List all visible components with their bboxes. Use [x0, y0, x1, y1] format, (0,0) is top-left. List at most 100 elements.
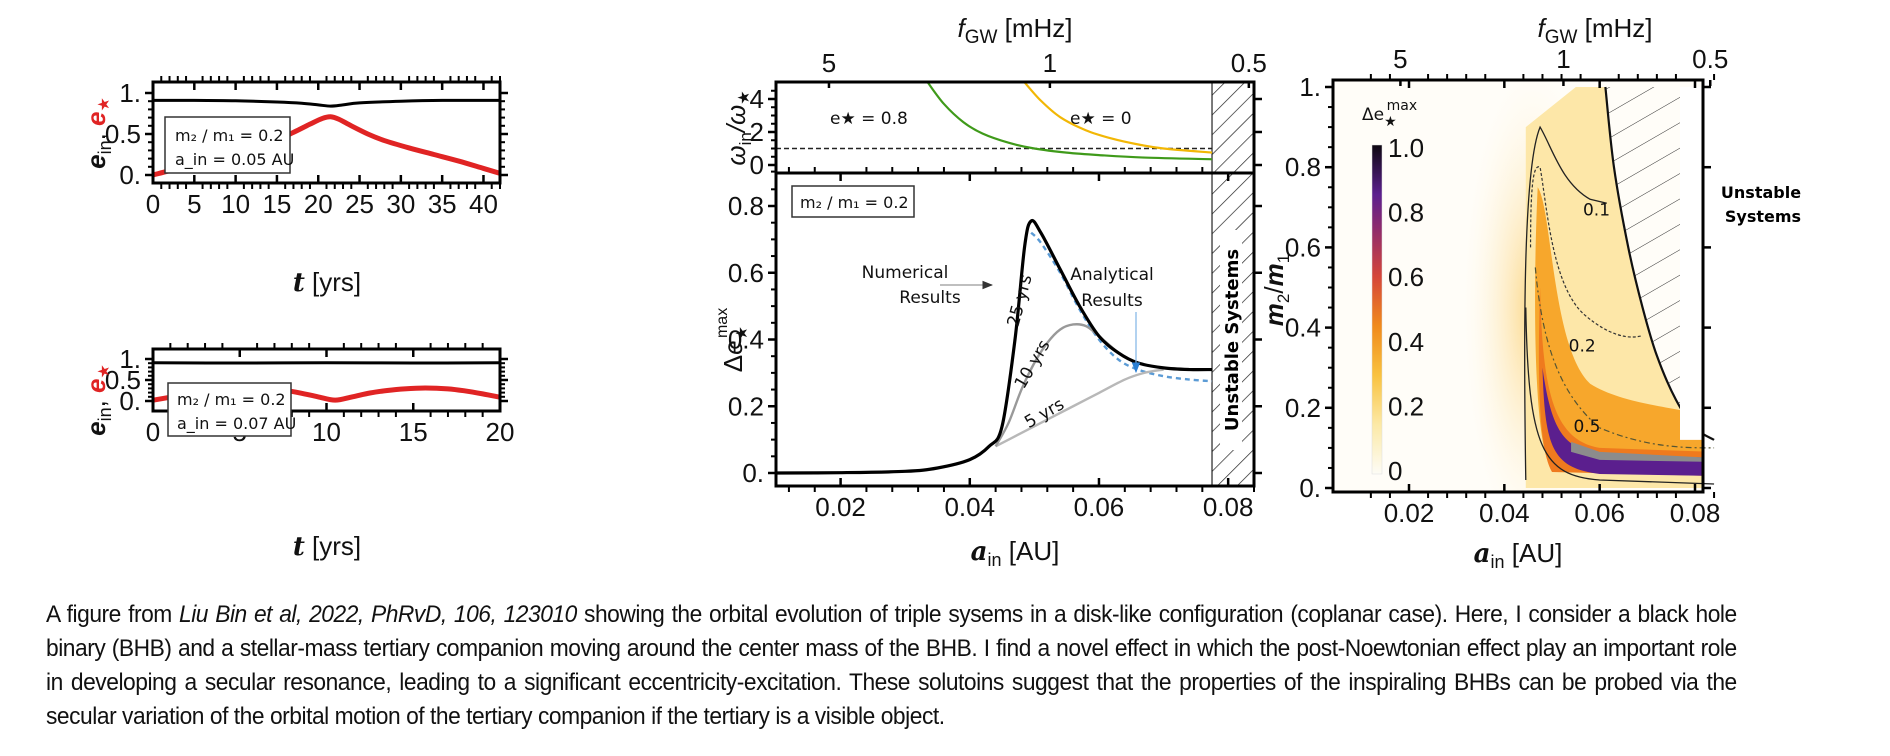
y-tick-label: 0.2 [728, 391, 764, 421]
annotation-mass-ratio: m₂ / m₁ = 0.2 [177, 390, 286, 409]
label-e-star-0: e★ = 0 [1070, 109, 1132, 129]
y-tick-label: 0.6 [1285, 232, 1321, 262]
colorbar [1371, 144, 1383, 475]
x-tick-label: 0 [146, 189, 160, 219]
label-analytical-line1: Analytical [1070, 265, 1153, 285]
colorbar-tick-label: 0.2 [1388, 391, 1424, 421]
contour-label-0.5: 0.5 [1573, 417, 1600, 437]
y-tick-label: 0.4 [728, 325, 764, 355]
y-tick-label: 0.5 [105, 119, 141, 149]
x-tick-label: 0.06 [1574, 498, 1625, 528]
panel-b-bottom-max-eccentricity: Unstable Systems 0.02 0.04 0.06 0.08 0. 0.2 0.4… [714, 167, 1262, 570]
label-10-yrs: 10 yrs [1011, 336, 1055, 392]
label-analytical-line2: Results [1081, 291, 1143, 311]
unstable-label-line2: Systems [1725, 207, 1801, 226]
series-line-e-0 [1023, 82, 1213, 154]
top-tick-label: 0.5 [1231, 48, 1267, 78]
unstable-systems-label: Unstable Systems [1222, 249, 1243, 431]
x-tick-label: 0 [146, 417, 160, 447]
plot-frame [774, 171, 1256, 488]
contour-0.1 [1524, 125, 1607, 480]
annotation-semimajor-axis: a_in = 0.05 AU [175, 150, 294, 170]
contour-0.2 [1529, 166, 1643, 338]
heatmap-unresolved-region [1571, 441, 1703, 462]
plot-frame [1331, 78, 1705, 494]
contour-0.1-lower [1525, 307, 1715, 485]
top-tick-label: 5 [1393, 44, 1407, 74]
unstable-label-line1: Unstable [1721, 183, 1801, 202]
colorbar-tick-label: 0.4 [1388, 327, 1424, 357]
x-tick-label: 35 [428, 189, 457, 219]
series-line-5-yrs [995, 368, 1164, 448]
x-tick-label: 10 [312, 417, 341, 447]
y-tick-label: 0. [742, 458, 764, 488]
top-tick-label: 1 [1556, 44, 1570, 74]
x-tick-label: 0.02 [1384, 498, 1435, 528]
label-numerical-line1: Numerical [862, 263, 949, 283]
top-axis-title: fGW [mHz] [957, 13, 1072, 48]
annotation-box [164, 116, 291, 174]
y-tick-label: 0.8 [1285, 152, 1321, 182]
y-tick-label: 0. [119, 386, 141, 416]
contour-0.5 [1534, 267, 1715, 449]
x-tick-label: 0.08 [1203, 492, 1254, 522]
hatch-right-gap [1680, 87, 1702, 440]
x-tick-label: 25 [345, 189, 374, 219]
x-tick-label: 30 [386, 189, 415, 219]
unstable-region-hatch [1605, 87, 1703, 433]
y-axis-title: m2/m1 [1259, 254, 1293, 326]
y-tick-label: 0. [119, 160, 141, 190]
y-tick-label: 1. [119, 344, 141, 374]
label-e-star-0.8: e★ = 0.8 [830, 109, 908, 129]
annotation-mass-ratio: m₂ / m₁ = 0.2 [800, 193, 909, 212]
colorbar-tick-label: 0.6 [1388, 262, 1424, 292]
y-tick-label: 0.8 [728, 191, 764, 221]
x-tick-label: 0.06 [1074, 492, 1125, 522]
colorbar-tick-label: 0 [1388, 456, 1402, 486]
annotation-semimajor-axis: a_in = 0.07 AU [177, 414, 296, 434]
x-tick-label: 20 [486, 417, 515, 447]
top-axis-title: fGW [mHz] [1537, 13, 1652, 48]
x-tick-label: 5 [187, 189, 201, 219]
contour-label-0.1: 0.1 [1583, 200, 1610, 220]
annotation-mass-ratio: m₂ / m₁ = 0.2 [175, 126, 284, 145]
y-tick-label: 0.5 [105, 365, 141, 395]
top-tick-label: 5 [822, 48, 836, 78]
x-axis-title: t [yrs] [293, 531, 361, 562]
colorbar-tick-label: 1.0 [1388, 133, 1424, 163]
x-tick-label: 0.04 [944, 492, 995, 522]
panel-a-top-eccentricity-evolution: 0 5 10 15 20 25 30 35 40 0. 0.5 1. t [yrs] ein, e★ m₂ … [81, 76, 508, 298]
unstable-region-hatch [1211, 81, 1255, 174]
series-line-e-in [152, 98, 500, 108]
annotation-box [791, 185, 915, 218]
caption-citation: Liu Bin et al, 2022, PhRvD, 106, 123010 [179, 601, 577, 628]
y-axis-title: Δe★max [714, 308, 751, 372]
x-axis-title: t [yrs] [293, 267, 361, 298]
top-tick-label: 1 [1043, 48, 1057, 78]
caption-prefix: A figure from [46, 601, 180, 628]
series-line-e-0-8 [926, 82, 1213, 161]
panel-a-bottom-eccentricity-evolution: 051015200.0.51.t [yrs]ein, e★m₂ / m₁ = 0… [81, 343, 514, 562]
x-tick-label: 10 [221, 189, 250, 219]
heatmap-high-region [1535, 187, 1703, 468]
series-line-numerical-results-25-yrs- [775, 218, 1213, 475]
y-tick-label: 0.4 [1285, 313, 1321, 343]
unstable-label-bg [1220, 230, 1243, 450]
y-tick-label: 0 [750, 150, 764, 180]
x-tick-label: 15 [262, 189, 291, 219]
x-tick-label: 40 [469, 189, 498, 219]
y-tick-label: 1. [1299, 72, 1321, 102]
caption-body: showing the orbital evolution of triple … [46, 601, 1737, 730]
figure: 0 5 10 15 20 25 30 35 400.0.51.t [yrs]ein, e★m₂ … [81, 13, 1801, 572]
heatmap-peak-region [1542, 367, 1703, 476]
label-25-yrs: 25 yrs [1004, 272, 1037, 328]
y-tick-label: 1. [119, 78, 141, 108]
y-tick-label: 0.6 [728, 258, 764, 288]
label-numerical-line2: Results [899, 288, 961, 308]
y-tick-label: 0. [1299, 473, 1321, 503]
y-tick-label: 2 [750, 117, 764, 147]
x-tick-label: 0.08 [1670, 498, 1721, 528]
x-tick-label: 20 [304, 189, 333, 219]
annotation-box [167, 382, 292, 437]
